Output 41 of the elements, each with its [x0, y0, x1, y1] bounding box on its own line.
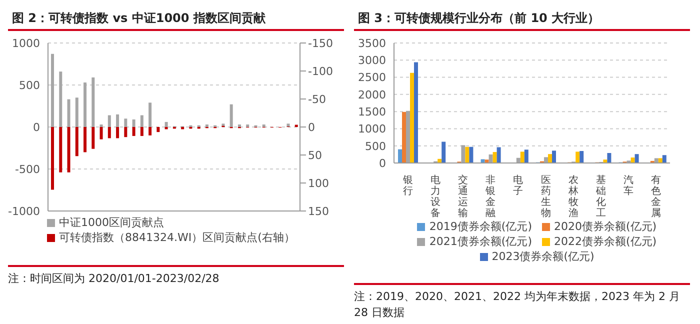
y-tick-label: 2000	[358, 88, 386, 102]
x-tick-label: 医药生物	[540, 175, 551, 219]
legend-label: 中证1000区间贡献点	[59, 216, 164, 229]
x-tick-label: 基础化工	[595, 174, 606, 219]
legend-label: 2022债券余额(亿元)	[554, 235, 657, 248]
legend-label: 可转债指数（8841324.WI）区间贡献点(右轴）	[59, 231, 295, 244]
y-tick-label: 500	[365, 140, 386, 153]
y-tick-label: -500	[15, 162, 40, 176]
y-tick-label: 1000	[358, 122, 386, 136]
x-tick-label: 有色金属	[651, 174, 662, 219]
y-tick-label: -1000	[8, 204, 40, 218]
legend-label: 2023债券余额(亿元)	[492, 250, 594, 263]
chart-title: 图 2：可转债指数 vs 中证1000 指数区间贡献	[8, 8, 344, 31]
text: 注：时间区间为 2020/01/01-2023/02/28	[8, 271, 220, 287]
y-tick-label: 500	[19, 78, 40, 92]
y2-tick-label: 100	[308, 176, 329, 190]
y-tick-label: 0	[33, 120, 40, 134]
x-tick-label: 银行	[402, 175, 413, 197]
y-tick-label: 1500	[358, 105, 386, 118]
y-tick-label: 2500	[358, 71, 386, 84]
x-tick-label: 汽车	[624, 174, 634, 197]
x-tick-label: 农林牧渔	[567, 175, 578, 219]
text: 注：2019、2020、2021、2022 均为年末数据，2023 年为 2 月 28 日数据	[354, 289, 681, 321]
legend-label: 2021债券余额(亿元)	[429, 235, 532, 248]
legend-label: 2020债券余额(亿元)	[554, 220, 657, 233]
y2-tick-label: -150	[308, 36, 333, 50]
y-tick-label: 0	[379, 156, 386, 170]
x-tick-label: 非银金融	[484, 174, 496, 219]
chart-title: 图 3：可转债规模行业分布（前 10 大行业）	[354, 8, 690, 31]
y2-tick-label: 0	[308, 120, 315, 134]
x-tick-label: 电子	[513, 174, 524, 197]
y2-tick-label: -50	[308, 92, 326, 106]
y-tick-label: 3500	[358, 36, 386, 50]
y-tick-label: 3000	[358, 54, 386, 68]
y-tick-label: 1000	[12, 36, 40, 50]
y2-tick-label: 50	[308, 148, 322, 162]
x-tick-label: 电力设备	[430, 174, 440, 219]
x-tick-label: 交通运输	[458, 174, 468, 219]
y2-tick-label: -100	[308, 64, 333, 78]
legend-label: 2019债券余额(亿元)	[429, 220, 532, 233]
y2-tick-label: 150	[308, 204, 329, 218]
